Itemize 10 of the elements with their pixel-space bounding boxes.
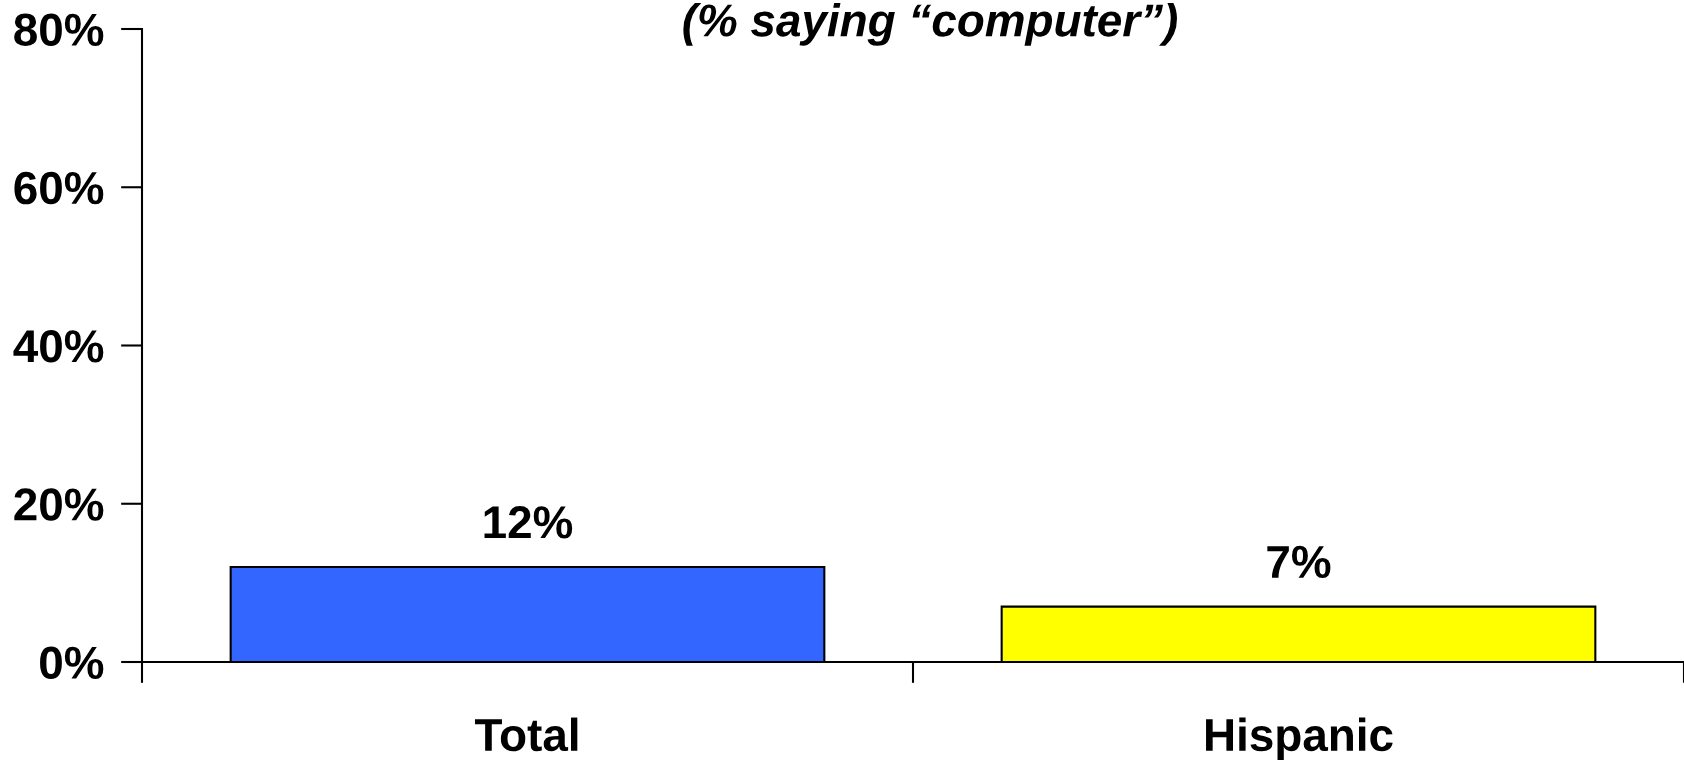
y-tick-label: 80%	[14, 13, 104, 47]
data-label: 7%	[1267, 545, 1331, 579]
chart-title: (% saying “computer”)	[683, 3, 1177, 46]
y-tick-label: 0%	[40, 646, 104, 680]
data-label: 12%	[484, 506, 573, 539]
x-tick-label: Total	[474, 717, 578, 752]
x-tick-label: Hispanic	[1206, 717, 1393, 760]
y-tick-label: 20%	[14, 488, 104, 521]
y-tick-label: 40%	[13, 330, 104, 363]
y-tick-label: 60%	[14, 171, 104, 205]
